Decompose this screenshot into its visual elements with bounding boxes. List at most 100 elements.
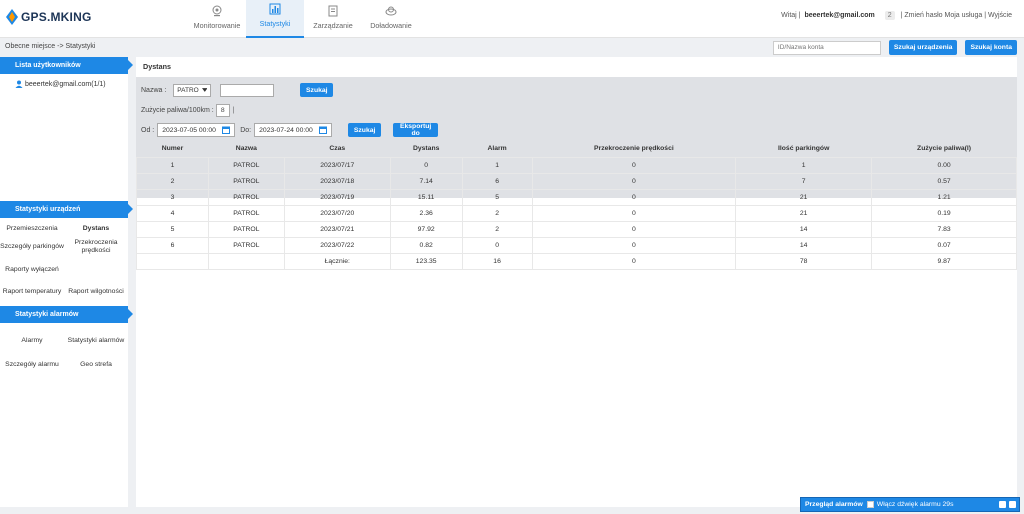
stat-dystans[interactable]: Dystans: [82, 224, 110, 232]
cell: PATROL: [207, 220, 285, 238]
maximize-icon[interactable]: [1009, 501, 1016, 508]
nav-monitorowanie[interactable]: Monitorowanie: [188, 0, 246, 38]
stat-przekroczenia-predkosci[interactable]: Przekroczenia prędkości: [74, 239, 118, 254]
from-label: Od :: [141, 126, 155, 134]
cell: 2.36: [389, 204, 463, 222]
nav-label: Monitorowanie: [193, 21, 241, 30]
chart-icon: [269, 3, 281, 15]
cell: 9.87: [871, 252, 1017, 270]
alarm-sound-checkbox[interactable]: [866, 501, 874, 508]
cell: 2: [136, 172, 209, 190]
notification-badge[interactable]: 2: [884, 11, 895, 20]
stat-alarmy[interactable]: Alarmy: [21, 337, 43, 344]
cell: 4: [136, 204, 209, 222]
cell: 6: [136, 236, 209, 254]
nav-label: Zarządzanie: [313, 21, 353, 30]
stat-przemieszczenia[interactable]: Przemieszczenia: [6, 224, 58, 232]
search-account-button[interactable]: Szukaj konta: [965, 40, 1017, 55]
main-panel: Dystans Nazwa : PATRO Szukaj Zużycie pal…: [136, 57, 1017, 507]
cell: 7.14: [389, 172, 463, 190]
monitor-icon: [212, 5, 222, 17]
cell: 7.83: [871, 220, 1017, 238]
cell: 1: [136, 156, 209, 174]
cell: 15.11: [389, 188, 463, 206]
nav-zarzadzanie[interactable]: Zarządzanie: [304, 0, 362, 38]
to-date-value: 2023-07-24 00:00: [259, 126, 313, 134]
stat-raport-wilgotnosci[interactable]: Raport wilgotności: [68, 288, 124, 295]
col-header: Dystans: [390, 141, 463, 157]
cell: 0: [461, 236, 533, 254]
name-label: Nazwa :: [141, 86, 167, 94]
cell: 1: [461, 156, 533, 174]
cell: 21: [735, 204, 873, 222]
cell: PATROL: [207, 172, 285, 190]
account-search-input[interactable]: [772, 40, 881, 55]
cell: [136, 252, 209, 270]
change-password-link[interactable]: | Zmień hasło: [900, 12, 943, 19]
calendar-icon[interactable]: [318, 126, 327, 134]
alarm-overview-bar[interactable]: Przegląd alarmów Włącz dźwięk alarmu 29s: [800, 497, 1020, 512]
username: beeertek@gmail.com: [804, 12, 875, 19]
cell: 123.35: [389, 252, 463, 270]
device-stats-title: Statystyki urządzeń: [0, 201, 133, 218]
cell: 14: [735, 236, 873, 254]
cell: PATROL: [207, 188, 285, 206]
stat-geo-strefa[interactable]: Geo strefa: [80, 361, 112, 368]
chevron-down-icon: [201, 87, 208, 92]
search-dates-button[interactable]: Szukaj: [348, 123, 382, 137]
logo[interactable]: GPS.MKING: [5, 7, 91, 27]
col-header: Przekroczenie prędkości: [532, 141, 736, 157]
header: GPS.MKING Monitorowanie Statystyki Zarzą…: [0, 0, 1024, 38]
name-text-input[interactable]: [220, 83, 275, 97]
alarm-bar-title: Przegląd alarmów: [805, 501, 863, 508]
table-header-row: Numer Nazwa Czas Dystans Alarm Przekrocz…: [136, 141, 1017, 157]
stat-szczegoly-alarmu[interactable]: Szczegóły alarmu: [5, 361, 59, 368]
to-date-input[interactable]: 2023-07-24 00:00: [254, 123, 333, 137]
cell: 0.82: [389, 236, 463, 254]
table-row: 3 PATROL 2023/07/19 15.11 5 0 21 1.21: [136, 188, 1017, 206]
alarm-stats-title: Statystyki alarmów: [0, 306, 133, 323]
stat-raporty-wylaczen[interactable]: Raporty wyłączeń: [5, 266, 59, 273]
minimize-icon[interactable]: [999, 501, 1006, 508]
cell: 2023/07/17: [283, 156, 391, 174]
user-icon: [15, 80, 23, 88]
breadcrumb: Obecne miejsce -> Statystyki: [5, 43, 96, 50]
logout-link[interactable]: | Wyjście: [984, 12, 1012, 19]
cell: 0.07: [871, 236, 1017, 254]
cell: 0: [531, 156, 737, 174]
user-tree-item[interactable]: beeertek@gmail.com(1/1): [0, 76, 128, 92]
cell: 0: [531, 204, 737, 222]
nav-statystyki[interactable]: Statystyki: [246, 0, 304, 38]
nav-doladowanie[interactable]: Doładowanie: [362, 0, 420, 38]
cell: 97.92: [389, 220, 463, 238]
search-button[interactable]: Szukaj: [300, 83, 334, 97]
export-button[interactable]: Eksportuj do: [393, 123, 439, 137]
stat-empty: [64, 259, 128, 281]
cell: 0.57: [871, 172, 1017, 190]
cell: 5: [136, 220, 209, 238]
from-date-input[interactable]: 2023-07-05 00:00: [157, 123, 236, 137]
my-service-link[interactable]: Moja usługa: [944, 12, 983, 19]
cloud-icon: [385, 6, 397, 16]
cell: 0: [531, 220, 737, 238]
users-section-title: Lista użytkowników: [0, 57, 133, 74]
stat-statystyki-alarmow[interactable]: Statystyki alarmów: [67, 337, 125, 344]
cell: 1.21: [871, 188, 1017, 206]
cell: 2023/07/21: [283, 220, 391, 238]
search-device-button[interactable]: Szukaj urządzenia: [888, 40, 958, 55]
cell: PATROL: [207, 156, 285, 174]
nav-label: Statystyki: [259, 19, 291, 28]
stat-raport-temperatury[interactable]: Raport temperatury: [2, 288, 62, 295]
fuel-input[interactable]: 8: [215, 104, 230, 117]
filter-row-dates: Od : 2023-07-05 00:00 Do: 2023-07-24 00:…: [141, 123, 439, 137]
header-user-area: Witaj | beeertek@gmail.com 2 | Zmień has…: [781, 11, 1012, 20]
cell: 0: [531, 188, 737, 206]
alarm-bar-controls: [996, 501, 1016, 508]
from-date-value: 2023-07-05 00:00: [162, 126, 216, 134]
stat-szczegoly-parkingow[interactable]: Szczegóły parkingów: [0, 243, 64, 250]
calendar-icon[interactable]: [221, 126, 230, 134]
cell: 3: [136, 188, 209, 206]
name-select[interactable]: PATRO: [173, 83, 212, 97]
to-label: Do:: [240, 126, 252, 134]
table-row: 1 PATROL 2023/07/17 0 1 0 1 0.00: [136, 156, 1017, 174]
